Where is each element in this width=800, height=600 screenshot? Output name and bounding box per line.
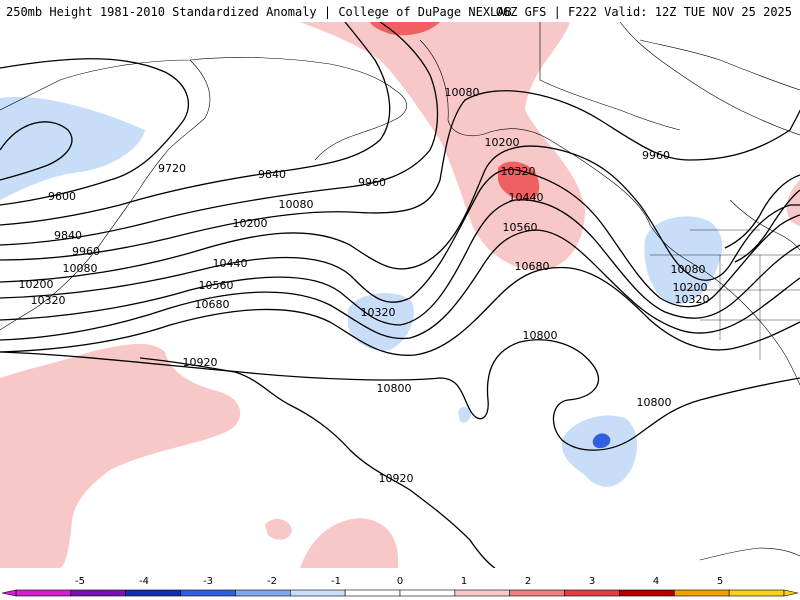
colorbar-swatch-9 bbox=[509, 589, 565, 597]
contour-label-9840-west: 9840 bbox=[54, 229, 82, 242]
anomaly-red-center bbox=[498, 161, 540, 201]
contour-label-9840-center: 9840 bbox=[258, 168, 286, 181]
colorbar-swatch-0 bbox=[15, 589, 72, 597]
colorbar-swatch-2 bbox=[125, 589, 181, 597]
contour-label-10080-center: 10080 bbox=[279, 198, 314, 211]
contour-east-trough bbox=[724, 174, 800, 249]
colorbar-swatch-13 bbox=[728, 589, 785, 597]
anomaly-pink-south-small bbox=[265, 518, 292, 540]
colorbar-tick-5: 5 bbox=[717, 576, 723, 587]
contour-label-10920-west: 10920 bbox=[183, 356, 218, 369]
contour-label-10440-center: 10440 bbox=[213, 257, 248, 270]
colorbar-swatch-7 bbox=[399, 589, 456, 597]
contour-label-10200-alaska: 10200 bbox=[485, 136, 520, 149]
contour-10200 bbox=[0, 145, 800, 283]
colorbar-swatch-1 bbox=[70, 589, 127, 597]
contour-label-10560-center: 10560 bbox=[199, 279, 234, 292]
colorbar-arrow-right bbox=[783, 589, 799, 597]
contour-10080 bbox=[0, 90, 800, 261]
anomaly-colorbar: -5 -4 -3 -2 -1 0 1 2 3 4 5 bbox=[1, 576, 799, 597]
colorbar-tick-2: 2 bbox=[525, 576, 531, 587]
contour-label-10200-center: 10200 bbox=[233, 217, 268, 230]
contour-east-trough-2 bbox=[734, 189, 800, 263]
anomaly-pink-south bbox=[300, 518, 399, 568]
contour-label-10800-east: 10800 bbox=[637, 396, 672, 409]
contour-label-10440-ridge: 10440 bbox=[509, 191, 544, 204]
contour-10920 bbox=[139, 357, 496, 568]
contour-label-9960-east: 9960 bbox=[642, 149, 670, 162]
contour-label-9600-west: 9600 bbox=[48, 190, 76, 203]
colorbar-tick-labels: -5 -4 -3 -2 -1 0 1 2 3 4 5 bbox=[75, 576, 723, 587]
contour-label-10560-ridge: 10560 bbox=[503, 221, 538, 234]
colorbar-swatches bbox=[1, 589, 799, 597]
contour-label-10080-west: 10080 bbox=[63, 262, 98, 275]
contour-9720 bbox=[0, 58, 189, 206]
contour-labels: 9600 9720 9840 9840 9960 9960 9960 10080… bbox=[19, 86, 710, 485]
colorbar-swatch-5 bbox=[289, 589, 346, 597]
contour-10320 bbox=[0, 168, 800, 308]
contour-label-10320-ridge: 10320 bbox=[501, 165, 536, 178]
contour-10440 bbox=[0, 199, 800, 326]
state-borders bbox=[650, 229, 800, 360]
anomaly-pink-north bbox=[300, 22, 585, 271]
contour-label-10800-low: 10800 bbox=[523, 329, 558, 342]
anomaly-blue-southeast bbox=[561, 415, 638, 487]
anomaly-blue-small bbox=[458, 406, 471, 423]
anomaly-blue-dark-southeast bbox=[592, 433, 611, 449]
contour-10800 bbox=[0, 339, 800, 451]
colorbar-swatch-6 bbox=[344, 589, 401, 597]
contour-label-10200-west: 10200 bbox=[19, 278, 54, 291]
contour-label-10080-alaska: 10080 bbox=[445, 86, 480, 99]
colorbar-swatch-4 bbox=[235, 589, 291, 597]
contour-label-9960-center: 9960 bbox=[358, 176, 386, 189]
colorbar-swatch-3 bbox=[180, 589, 236, 597]
contour-label-9960-west: 9960 bbox=[72, 245, 100, 258]
contour-label-10680-ridge: 10680 bbox=[515, 260, 550, 273]
anomaly-pink-east-edge bbox=[786, 180, 800, 226]
contour-label-10320-west: 10320 bbox=[31, 294, 66, 307]
anomaly-map: 9600 9720 9840 9840 9960 9960 9960 10080… bbox=[0, 22, 800, 568]
anomaly-blue-west bbox=[0, 96, 145, 200]
colorbar-tick-0: 0 bbox=[397, 576, 403, 587]
contour-label-10920-center: 10920 bbox=[379, 472, 414, 485]
contour-label-10680-center: 10680 bbox=[195, 298, 230, 311]
model-run-info: 06Z GFS | F222 Valid: 12Z TUE NOV 25 202… bbox=[495, 5, 792, 19]
contour-label-10320-trough: 10320 bbox=[361, 306, 396, 319]
colorbar-swatch-10 bbox=[564, 589, 620, 597]
contour-label-10080-east: 10080 bbox=[671, 263, 706, 276]
contour-10560 bbox=[0, 229, 800, 341]
colorbar-swatch-8 bbox=[454, 589, 511, 597]
colorbar-tick-4: 4 bbox=[653, 576, 659, 587]
colorbar-swatch-11 bbox=[619, 589, 675, 597]
anomaly-red-north bbox=[370, 22, 440, 36]
contour-9600 bbox=[0, 121, 73, 181]
contour-label-10800-center: 10800 bbox=[377, 382, 412, 395]
colorbar-arrow-left bbox=[1, 589, 17, 597]
anomaly-blue-east bbox=[644, 216, 723, 304]
colorbar-tick-neg5: -5 bbox=[75, 576, 85, 587]
colorbar-tick-neg2: -2 bbox=[267, 576, 277, 587]
coastlines bbox=[0, 22, 800, 561]
colorbar-tick-neg1: -1 bbox=[331, 576, 341, 587]
anomaly-shading bbox=[0, 22, 800, 568]
colorbar-tick-1: 1 bbox=[461, 576, 467, 587]
contour-label-10320-east: 10320 bbox=[675, 293, 710, 306]
contour-9960 bbox=[0, 22, 439, 246]
colorbar-tick-3: 3 bbox=[589, 576, 595, 587]
contour-9840 bbox=[0, 22, 391, 226]
contour-label-9720: 9720 bbox=[158, 162, 186, 175]
map-title: 250mb Height 1981-2010 Standardized Anom… bbox=[6, 5, 512, 19]
colorbar-tick-neg4: -4 bbox=[139, 576, 149, 587]
anomaly-pink-southwest bbox=[0, 343, 241, 568]
colorbar-swatch-12 bbox=[673, 589, 730, 597]
map-header: 250mb Height 1981-2010 Standardized Anom… bbox=[0, 0, 800, 22]
colorbar-tick-neg3: -3 bbox=[203, 576, 213, 587]
contour-label-10200-east: 10200 bbox=[673, 281, 708, 294]
contour-10680 bbox=[0, 266, 800, 356]
height-contours bbox=[0, 22, 800, 568]
